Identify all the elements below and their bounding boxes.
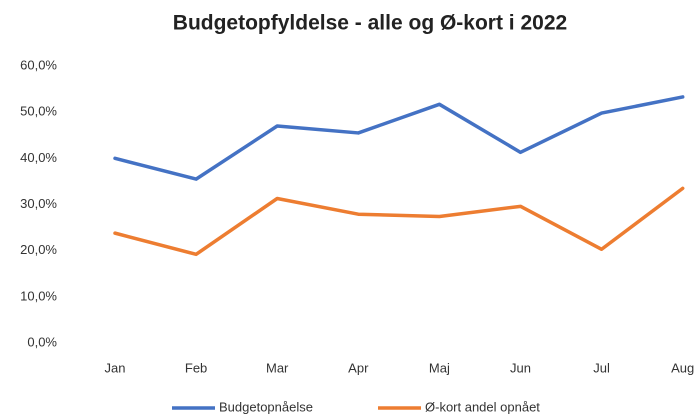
y-tick-label: 40,0% (20, 150, 57, 165)
series-line (113, 186, 685, 257)
legend-label: Ø-kort andel opnået (425, 399, 540, 414)
chart-title: Budgetopfyldelse - alle og Ø-kort i 2022 (173, 12, 567, 35)
x-tick-label: Feb (185, 360, 207, 375)
x-tick-label: Mar (266, 360, 289, 375)
legend-label: Budgetopnåelse (219, 399, 313, 414)
x-tick-label: Jul (593, 360, 610, 375)
series-line (113, 95, 685, 181)
y-tick-label: 0,0% (27, 334, 57, 349)
x-tick-label: Apr (348, 360, 369, 375)
y-tick-label: 60,0% (20, 57, 57, 72)
x-tick-label: Maj (429, 360, 450, 375)
x-tick-label: Jan (105, 360, 126, 375)
x-tick-label: Jun (510, 360, 531, 375)
x-tick-label: Aug (671, 360, 694, 375)
y-tick-label: 10,0% (20, 288, 57, 303)
y-tick-label: 20,0% (20, 242, 57, 257)
y-tick-label: 50,0% (20, 104, 57, 119)
y-tick-label: 30,0% (20, 196, 57, 211)
